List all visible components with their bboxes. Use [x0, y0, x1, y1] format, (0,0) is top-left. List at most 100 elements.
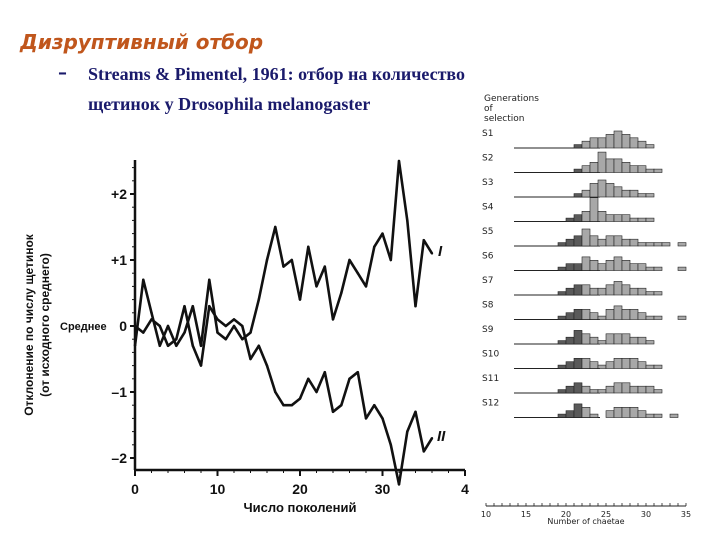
hist-bar	[645, 217, 655, 222]
hist-row-label: S6	[482, 252, 494, 262]
hist-bar	[605, 410, 615, 418]
hist-row-label: S12	[482, 399, 499, 409]
hist-bar	[613, 130, 623, 149]
hist-bar	[557, 242, 567, 247]
hist-bar	[605, 235, 615, 247]
series-I-point	[208, 278, 211, 281]
hist-bar	[589, 259, 599, 271]
hist-bar	[589, 287, 599, 296]
series-II-point	[307, 377, 310, 380]
hist-bar	[645, 242, 655, 247]
hist-bar	[589, 197, 599, 222]
hist-bar	[581, 385, 591, 394]
series-label-II: II	[437, 428, 446, 445]
hist-bar	[653, 389, 663, 394]
bullet-text-line-2: щетинок у Drosophila melanogaster	[88, 94, 371, 114]
hist-bar	[605, 385, 615, 394]
hist-bar	[573, 263, 583, 271]
hist-bar	[621, 382, 631, 394]
series-II-point	[133, 324, 137, 328]
series-I-point	[331, 318, 335, 321]
hist-bar	[573, 308, 583, 320]
hist-bar	[637, 217, 647, 222]
hist-bar	[677, 315, 687, 320]
hist-bar	[629, 137, 639, 149]
series-I-point	[166, 324, 170, 328]
series-I-point	[430, 252, 434, 255]
hist-bar	[557, 266, 567, 271]
hist-bar	[645, 315, 655, 320]
hist-bar	[573, 357, 583, 369]
series-I-point	[364, 285, 368, 288]
hist-bar	[565, 385, 575, 394]
hist-bar	[629, 406, 639, 418]
bullet-dash: –	[58, 62, 67, 83]
series-II-point	[373, 404, 376, 407]
hist-bar	[669, 413, 679, 418]
hist-bar	[605, 361, 615, 369]
hist-bar	[589, 235, 599, 247]
series-II-point	[150, 318, 153, 321]
series-I-point	[389, 258, 392, 262]
hist-bar	[621, 214, 631, 222]
hist-bar	[613, 235, 623, 247]
hist-bar	[557, 315, 567, 320]
hist-bar	[605, 214, 615, 222]
hist-bar	[637, 410, 647, 418]
hist-bar	[557, 413, 567, 418]
hist-bar	[565, 217, 575, 222]
series-II-point	[265, 364, 269, 367]
series-I-point	[257, 298, 260, 301]
hist-bar	[653, 168, 663, 173]
series-II-point	[274, 390, 277, 394]
series-I-point	[191, 305, 194, 308]
hist-bar	[581, 308, 591, 320]
hist-row-label: S7	[482, 276, 493, 286]
series-II-point	[208, 305, 211, 308]
hist-bar	[645, 385, 655, 394]
series-I-point	[414, 305, 417, 308]
hist-bar	[597, 389, 607, 394]
hist-bar	[597, 137, 607, 149]
x-tick-label: 4	[461, 481, 469, 497]
series-II-point	[315, 390, 318, 394]
hist-bar	[613, 186, 623, 198]
hist-bar	[565, 336, 575, 345]
hist-bar	[629, 287, 639, 296]
hist-bar	[557, 364, 567, 369]
hist-bar	[637, 242, 647, 247]
series-II-point	[389, 443, 392, 446]
x-tick-label: 10	[210, 481, 226, 497]
hist-bar	[653, 266, 663, 271]
hist-bar	[645, 193, 655, 198]
x-axis-label: Число поколений	[244, 500, 357, 515]
hist-bar	[621, 333, 631, 345]
hist-row-label: S5	[482, 227, 493, 237]
hist-bar	[589, 336, 599, 345]
series-II-point	[199, 364, 203, 367]
hist-bar	[589, 361, 599, 369]
series-II-point	[158, 324, 161, 328]
hist-bar	[637, 263, 647, 271]
bullet-text-line-1: Streams & Pimentel, 1961: отбор на колич…	[88, 64, 466, 84]
hist-bar	[613, 281, 623, 296]
hist-bar	[637, 140, 647, 149]
series-label-I: I	[438, 243, 443, 260]
hist-bar	[573, 284, 583, 296]
hist-bar	[645, 291, 655, 296]
hist-bar	[677, 242, 687, 247]
hist-bar	[637, 165, 647, 173]
hist-bar	[557, 340, 567, 345]
series-I-point	[241, 338, 244, 341]
y-tick-label: –2	[111, 450, 127, 466]
hist-bar	[581, 406, 591, 418]
hist-title-line-2: of	[484, 104, 494, 114]
y-tick-label: +1	[111, 252, 127, 268]
y-tick-label: +2	[111, 186, 127, 202]
hist-bar	[613, 382, 623, 394]
series-II-point	[356, 371, 359, 374]
series-I-point	[422, 239, 425, 242]
hist-bar	[573, 382, 583, 394]
series-II-point	[224, 324, 227, 328]
series-I-point	[133, 344, 137, 347]
